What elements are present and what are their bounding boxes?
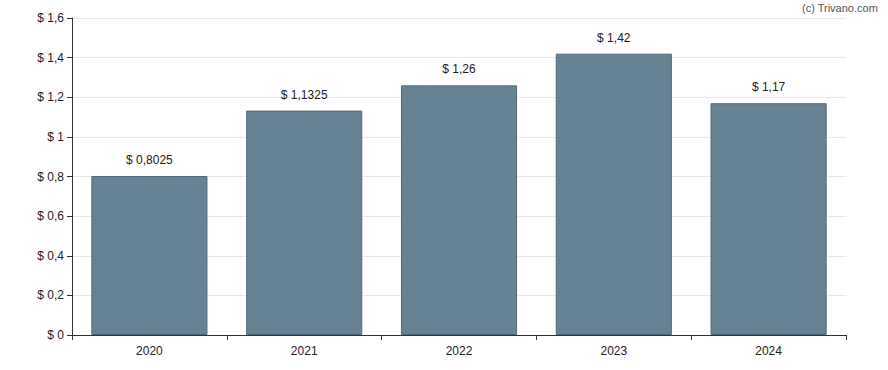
svg-text:(c) Trivano.com: (c) Trivano.com xyxy=(802,2,878,14)
svg-text:2023: 2023 xyxy=(600,344,627,358)
svg-text:$ 1,26: $ 1,26 xyxy=(442,62,476,76)
svg-text:2022: 2022 xyxy=(446,344,473,358)
svg-text:$ 0,6: $ 0,6 xyxy=(37,209,64,223)
svg-text:$ 1,1325: $ 1,1325 xyxy=(281,88,328,102)
svg-text:$ 1: $ 1 xyxy=(47,130,64,144)
svg-text:2021: 2021 xyxy=(291,344,318,358)
svg-text:$ 1,2: $ 1,2 xyxy=(37,90,64,104)
svg-text:$ 0,8: $ 0,8 xyxy=(37,170,64,184)
svg-text:2024: 2024 xyxy=(755,344,782,358)
svg-text:$ 1,6: $ 1,6 xyxy=(37,11,64,25)
svg-text:$ 0,8025: $ 0,8025 xyxy=(126,153,173,167)
svg-text:$ 0,4: $ 0,4 xyxy=(37,249,64,263)
svg-text:$ 0,2: $ 0,2 xyxy=(37,288,64,302)
svg-text:$ 0: $ 0 xyxy=(47,328,64,342)
svg-text:2020: 2020 xyxy=(136,344,163,358)
svg-text:$ 1,4: $ 1,4 xyxy=(37,51,64,65)
svg-text:$ 1,17: $ 1,17 xyxy=(752,80,786,94)
svg-text:$ 1,42: $ 1,42 xyxy=(597,31,631,45)
